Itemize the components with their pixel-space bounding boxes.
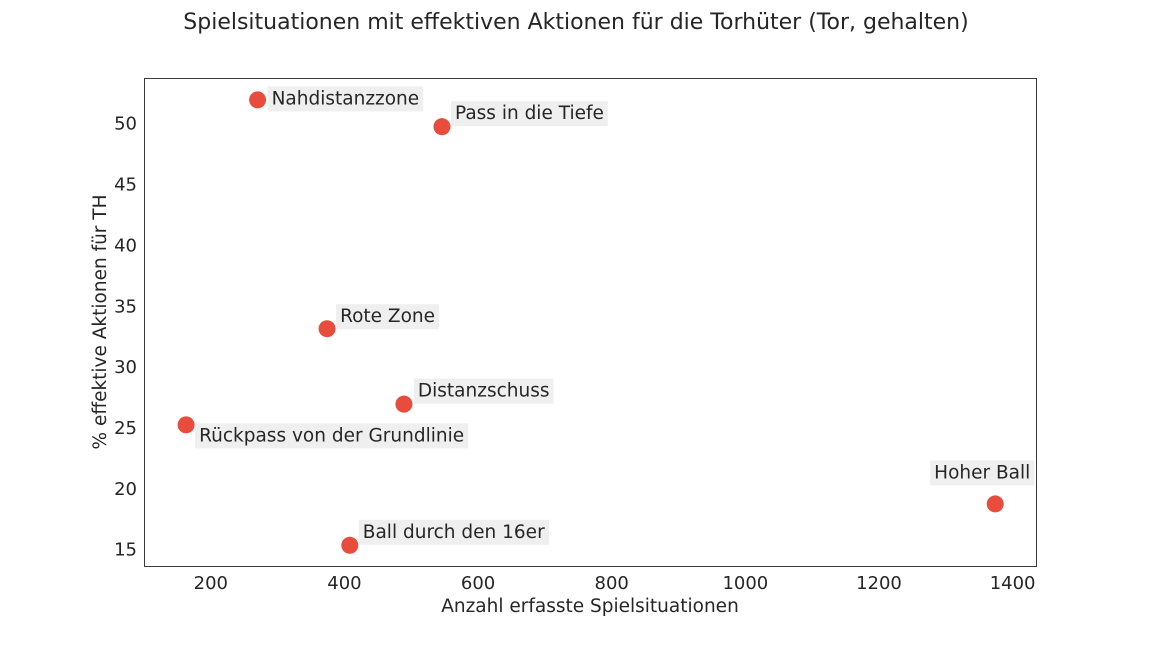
point-label: Hoher Ball (934, 462, 1030, 483)
y-tick-label: 30 (114, 357, 137, 378)
point-label-group: Ball durch den 16er (358, 519, 550, 545)
y-axis-label: % effektive Aktionen für TH (90, 194, 111, 449)
y-tick-label: 25 (114, 418, 137, 439)
data-point (249, 91, 267, 109)
point-label-background (451, 101, 608, 127)
x-tick-label: 400 (327, 573, 361, 594)
point-label: Nahdistanzzone (272, 88, 420, 109)
data-point (986, 495, 1004, 513)
y-tick-label: 15 (114, 540, 137, 561)
x-tick-label: 800 (595, 573, 629, 594)
y-tick-label: 35 (114, 296, 137, 317)
x-tick-label: 1000 (722, 573, 768, 594)
point-label-group: Pass in die Tiefe (451, 101, 608, 127)
data-point (341, 536, 359, 554)
x-tick-label: 1200 (856, 573, 902, 594)
x-tick-label: 200 (194, 573, 228, 594)
plot-area-frame (144, 78, 1037, 567)
point-label: Rückpass von der Grundlinie (199, 425, 464, 446)
data-points (177, 91, 1004, 554)
point-label-background (195, 423, 469, 449)
point-label-group: Hoher Ball (930, 460, 1035, 486)
point-label-background (930, 460, 1035, 486)
x-tick-label: 1400 (990, 573, 1036, 594)
point-label-group: Nahdistanzzone (267, 86, 424, 112)
point-label-group: Rückpass von der Grundlinie (195, 423, 469, 449)
y-axis-ticks: 15 20 25 30 35 40 45 50 (114, 114, 137, 561)
point-label: Ball durch den 16er (363, 522, 545, 543)
y-tick-label: 50 (114, 114, 137, 135)
x-axis-ticks: 200 400 600 800 1000 1200 1400 (194, 573, 1036, 594)
point-label: Pass in die Tiefe (455, 103, 604, 124)
data-point (177, 416, 195, 434)
data-point (433, 118, 451, 136)
x-axis-label: Anzahl erfasste Spielsituationen (441, 596, 739, 617)
point-label-group: Rote Zone (336, 304, 440, 330)
point-label: Distanzschuss (418, 381, 550, 402)
chart-subtitle: Spielsituationen mit effektiven Aktionen… (183, 10, 969, 35)
point-label-background (358, 519, 550, 545)
data-point (395, 395, 413, 413)
y-tick-label: 40 (114, 235, 137, 256)
data-point (318, 320, 336, 338)
y-tick-label: 20 (114, 479, 137, 500)
x-tick-label: 600 (461, 573, 495, 594)
point-label-background (267, 86, 424, 112)
point-label-group: Distanzschuss (413, 378, 554, 404)
point-label-background (413, 378, 554, 404)
y-tick-label: 45 (114, 175, 137, 196)
point-label-background (336, 304, 440, 330)
point-labels: Nahdistanzzone Pass in die Tiefe Rote Zone… (195, 86, 1035, 545)
point-label: Rote Zone (340, 306, 435, 327)
